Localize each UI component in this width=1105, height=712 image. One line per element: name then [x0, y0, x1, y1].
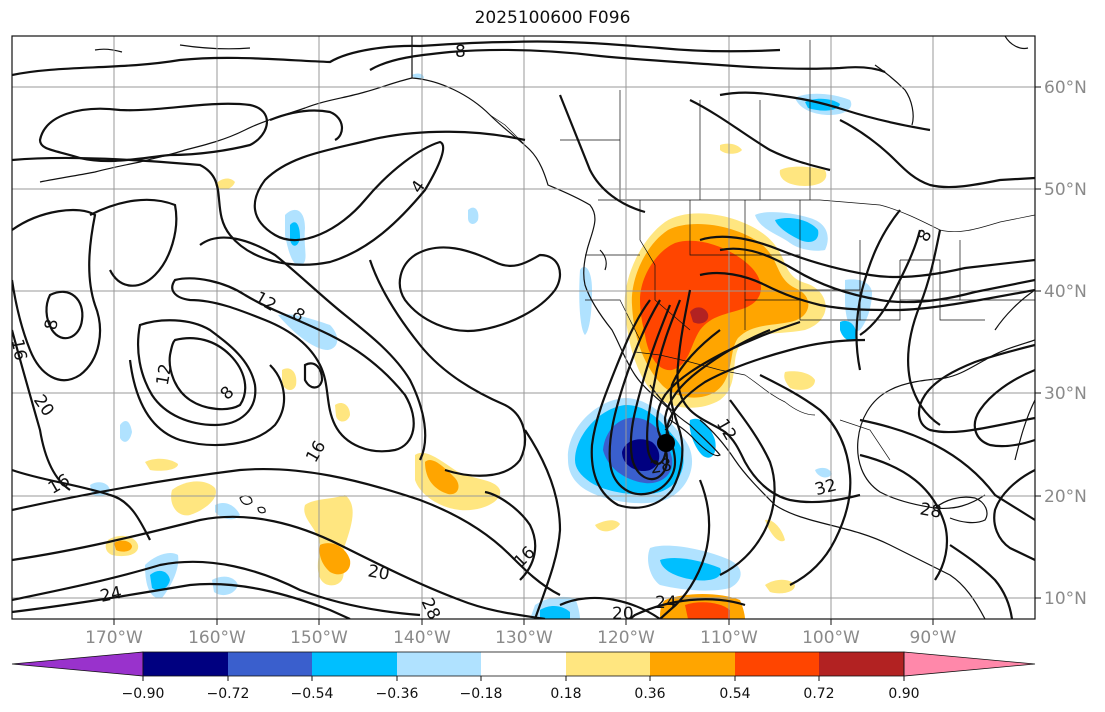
- colorbar-tick-label: 0.54: [719, 686, 750, 702]
- colorbar-tick-label: −0.90: [122, 686, 165, 702]
- colorbar-tick-label: −0.72: [207, 686, 250, 702]
- baja-california: [649, 384, 721, 457]
- gulf-of-mexico-coast: [857, 339, 1035, 510]
- contour-label: 8: [455, 42, 466, 62]
- shading-positive-darkred: [690, 307, 709, 324]
- graticule: [12, 36, 1035, 619]
- chart-title: 2025100600 F096: [474, 8, 631, 28]
- colorbar-segment: [819, 652, 904, 676]
- colorbar-segment: [566, 652, 650, 676]
- contour-label: 28: [649, 455, 674, 478]
- mexico-west-coast: [699, 419, 986, 619]
- borders-layer: [489, 40, 1035, 461]
- contour-label: 24: [98, 583, 123, 607]
- longitude-label: 100°W: [802, 628, 860, 648]
- contour-label: 28: [918, 499, 943, 522]
- contour-label: 16: [7, 337, 30, 362]
- colorbar-segment: [481, 652, 566, 676]
- contour-label: 20: [612, 604, 634, 624]
- contour-label: 8: [41, 318, 63, 332]
- colorbar-tick-label: −0.36: [376, 686, 419, 702]
- storm-center-marker: [657, 434, 675, 452]
- longitude-label: 120°W: [597, 628, 655, 648]
- latitude-label: 20°N: [1044, 487, 1087, 507]
- contour-label: 20: [366, 561, 391, 584]
- latitude-label: 60°N: [1044, 78, 1087, 98]
- colorbar-segment: [228, 652, 312, 676]
- colorbar-tick-label: −0.18: [460, 686, 503, 702]
- longitude-label: 140°W: [393, 628, 451, 648]
- colorbar-segment: [735, 652, 819, 676]
- longitude-axis: 170°W 160°W 150°W 140°W 130°W 120°W 110°…: [85, 619, 957, 648]
- latitude-label: 50°N: [1044, 180, 1087, 200]
- map-content: 8 4 8 12 8 16 12 8 20 16 16 20 24 28 24 …: [7, 36, 1035, 624]
- longitude-label: 150°W: [290, 628, 348, 648]
- contour-layer: [12, 40, 1035, 619]
- colorbar-segment: [397, 652, 481, 676]
- contour-label: 24: [655, 593, 677, 613]
- latitude-label: 40°N: [1044, 282, 1087, 302]
- latitude-label: 10°N: [1044, 589, 1087, 609]
- colorbar-tick-label: 0.90: [888, 686, 919, 702]
- longitude-label: 160°W: [188, 628, 246, 648]
- colorbar: −0.90 −0.72 −0.54 −0.36 −0.18 0.18 0.36 …: [11, 651, 1036, 702]
- longitude-label: 110°W: [700, 628, 758, 648]
- contour-label: 12: [153, 362, 176, 387]
- us-mexico-border: [634, 351, 816, 416]
- yucatan: [934, 496, 988, 524]
- us-canada-border: [598, 199, 1035, 233]
- colorbar-segment: [650, 652, 735, 676]
- colorbar-tick-label: 0.36: [634, 686, 665, 702]
- shading-layer: [90, 73, 872, 619]
- colorbar-tick-label: 0.72: [803, 686, 834, 702]
- colorbar-extend-low: [11, 651, 144, 677]
- longitude-label: 130°W: [495, 628, 553, 648]
- colorbar-segment: [143, 652, 228, 676]
- latitude-axis: 60°N 50°N 40°N 30°N 20°N 10°N: [1035, 78, 1087, 609]
- colorbar-tick-label: −0.54: [291, 686, 334, 702]
- colorbar-extend-high: [903, 651, 1036, 677]
- longitude-label: 170°W: [85, 628, 143, 648]
- longitude-label: 90°W: [910, 628, 957, 648]
- colorbar-segment: [312, 652, 397, 676]
- aleutians: [39, 161, 141, 183]
- colorbar-tick-label: 0.18: [550, 686, 581, 702]
- latitude-label: 30°N: [1044, 384, 1087, 404]
